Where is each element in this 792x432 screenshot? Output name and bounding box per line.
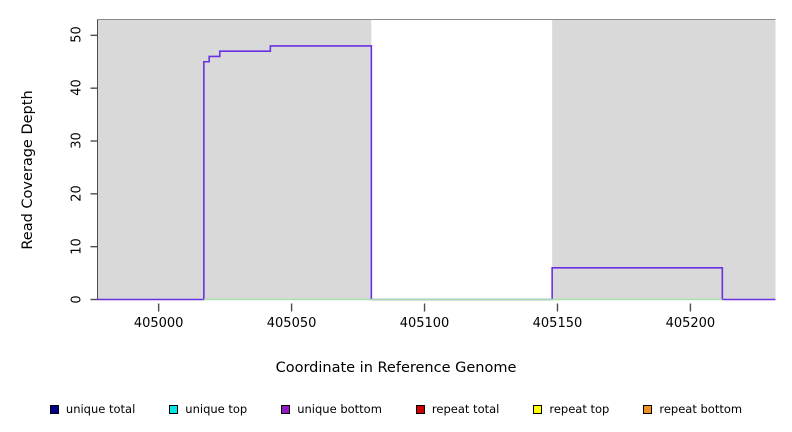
legend-item-repeat-top[interactable]: repeat top [533,403,609,415]
x-tick-label: 405200 [665,315,716,331]
y-tick-label: 50 [69,26,84,44]
shaded-region-0 [97,19,372,300]
legend-label: unique total [65,402,136,416]
series-unique-bottom [97,45,776,301]
y-tick-label: 30 [69,132,84,149]
legend-swatch-icon [643,404,653,414]
x-tick-label: 405150 [532,315,583,331]
legend-swatch-icon [49,404,59,414]
legend-item-unique-bottom[interactable]: unique bottom [281,403,382,415]
y-tick-label: 40 [69,79,84,96]
legend-swatch-icon [533,404,543,414]
legend-label: unique bottom [297,402,382,416]
legend-label: repeat bottom [659,402,743,416]
x-tick-label: 405000 [133,315,184,331]
x-tick-label: 405100 [399,315,450,331]
legend-item-unique-total[interactable]: unique total [49,402,136,416]
shaded-region-1 [552,19,776,300]
y-tick-label: 0 [69,294,84,304]
legend-label: repeat top [549,402,610,416]
chart-legend: unique total unique top unique bottom repea… [0,398,792,420]
legend-swatch-icon [281,404,291,414]
y-tick-label: 20 [69,185,84,202]
legend-item-unique-top[interactable]: unique top [169,403,247,415]
y-axis-title: Read Coverage Depth [20,90,36,250]
legend-item-repeat-bottom[interactable]: repeat bottom [643,403,742,415]
legend-swatch-icon [169,404,179,414]
x-axis-title: Coordinate in Reference Genome [275,360,517,376]
legend-label: repeat total [431,402,500,416]
y-tick-label: 10 [69,237,84,255]
x-tick-label: 405050 [266,315,317,331]
legend-label: unique top [185,402,248,416]
legend-item-repeat-total[interactable]: repeat total [415,402,500,416]
legend-swatch-icon [415,404,425,414]
